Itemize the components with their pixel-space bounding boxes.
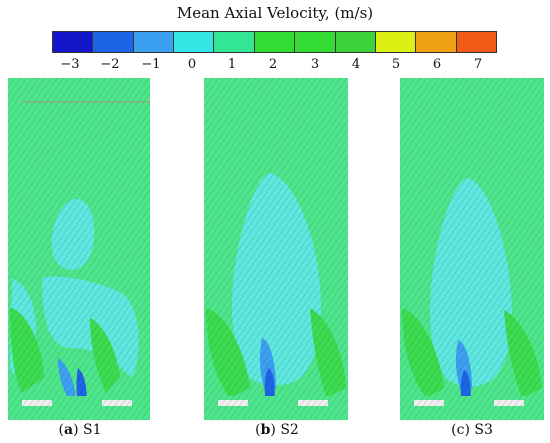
colorbar-swatch — [93, 32, 134, 52]
colorbar-swatch — [295, 32, 336, 52]
caption-s1: (a) S1 — [58, 422, 102, 438]
colorbar-tick: 0 — [187, 57, 197, 72]
colorbar-swatch — [335, 32, 376, 52]
colorbar-tick: 4 — [351, 57, 361, 72]
velocity-contour-s2 — [204, 78, 348, 420]
caption-letter: c — [456, 422, 465, 438]
contour-panel-s2 — [200, 78, 352, 420]
colorbar-tick: 3 — [310, 57, 320, 72]
colorbar-swatch — [53, 32, 94, 52]
colorbar-tick: 7 — [473, 57, 483, 72]
colorbar-swatch — [174, 32, 215, 52]
contour-panel-s3 — [396, 78, 548, 420]
velocity-colorbar — [52, 31, 497, 53]
colorbar-tick: 2 — [268, 57, 278, 72]
caption-label: S3 — [474, 422, 493, 438]
colorbar-swatch — [375, 32, 417, 52]
caption-label: S2 — [280, 422, 299, 438]
caption-s2: (b) S2 — [255, 422, 299, 438]
colorbar-swatch — [416, 32, 457, 52]
velocity-contour-s1 — [8, 78, 150, 420]
colorbar-swatch — [456, 32, 496, 52]
colorbar-tick: −2 — [100, 57, 120, 72]
colorbar-swatch — [214, 32, 255, 52]
colorbar-tick: −1 — [141, 57, 161, 72]
colorbar-tick: −3 — [60, 57, 80, 72]
colorbar-title: Mean Axial Velocity, (m/s) — [176, 4, 374, 22]
colorbar-swatch — [254, 32, 296, 52]
contour-panel-s1 — [2, 78, 154, 420]
colorbar-swatch — [133, 32, 175, 52]
colorbar-tick: 5 — [391, 57, 401, 72]
velocity-contour-s3 — [400, 78, 544, 420]
caption-s3: (c) S3 — [451, 422, 493, 438]
colorbar-tick: 1 — [227, 57, 237, 72]
colorbar-tick: 6 — [432, 57, 442, 72]
colorbar-ticks: −3 −2 −1 0 1 2 3 4 5 6 7 — [0, 57, 550, 75]
caption-label: S1 — [82, 422, 102, 438]
caption-letter: b — [260, 422, 271, 438]
caption-letter: a — [63, 422, 74, 438]
